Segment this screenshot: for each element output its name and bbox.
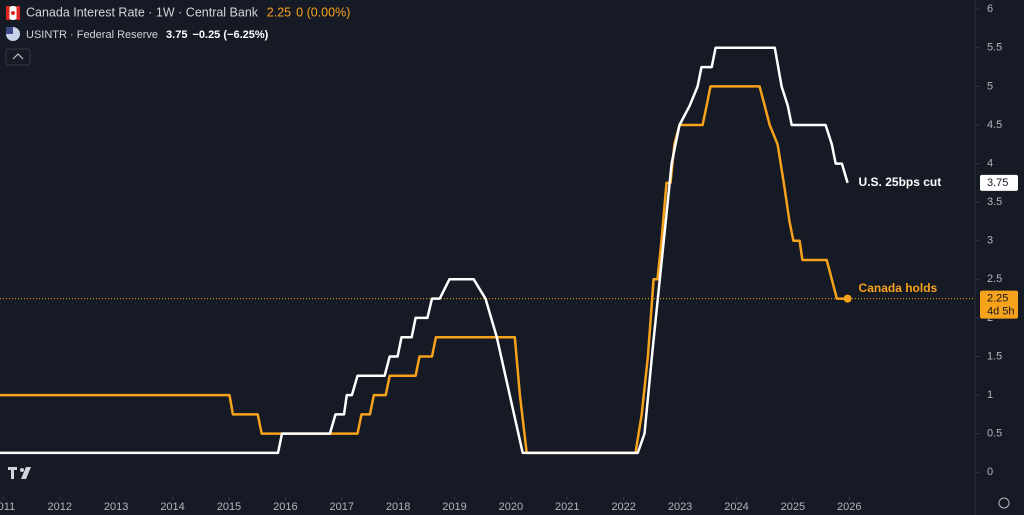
x-tick-label: 2016 [273,501,297,513]
end-dot [843,294,852,303]
x-tick-label: 2014 [160,501,184,513]
annotation: U.S. 25bps cut [859,175,942,189]
series-line [0,46,849,455]
price-label: 3.75 [987,177,1008,189]
x-tick-label: 2015 [217,501,241,513]
legend-value: 3.75 [166,29,187,41]
tv-logo [8,467,31,479]
x-tick-label: 2026 [837,501,861,513]
y-tick-label: 0.5 [987,428,1002,440]
y-tick-label: 0 [987,466,993,478]
legend-change: 0 (0.00%) [296,5,350,19]
x-tick-label: 2013 [104,501,128,513]
x-tick-label: 2011 [0,501,15,513]
y-tick-label: 2.5 [987,273,1002,285]
price-label-box [980,174,1018,191]
price-label-box [980,290,1018,319]
price-label: 2.25 [987,293,1008,305]
legend-value: 2.25 [267,5,291,19]
settings-icon[interactable] [998,497,1010,509]
y-tick-label: 3 [987,235,993,247]
y-tick-label: 5 [987,80,993,92]
collapse-button[interactable] [5,48,31,66]
series-line [0,85,848,455]
legend-name: USINTR · Federal Reserve [26,29,158,41]
x-tick-label: 2018 [386,501,410,513]
countdown: 4d 5h [987,306,1015,318]
legend-change: −0.25 (−6.25%) [192,29,268,41]
y-tick-label: 4.5 [987,119,1002,131]
y-tick-label: 4 [987,157,993,169]
legend-name: Canada Interest Rate · 1W · Central Bank [26,5,259,19]
y-tick-label: 5.5 [987,42,1002,54]
x-tick-label: 2020 [499,501,523,513]
x-tick-label: 2025 [781,501,805,513]
x-tick-label: 2017 [329,501,353,513]
x-tick-label: 2012 [48,501,72,513]
flag-ca [6,6,20,20]
y-tick-label: 3.5 [987,196,1002,208]
x-tick-label: 2022 [611,501,635,513]
x-tick-label: 2019 [442,501,466,513]
annotation: Canada holds [859,281,938,295]
x-tick-label: 2024 [724,501,748,513]
collapse-icon [12,53,24,60]
y-tick-label: 1 [987,389,993,401]
x-tick-label: 2021 [555,501,579,513]
y-tick-label: 1.5 [987,350,1002,362]
x-tick-label: 2023 [668,501,692,513]
y-tick-label: 6 [987,3,993,15]
flag-us [6,27,20,41]
